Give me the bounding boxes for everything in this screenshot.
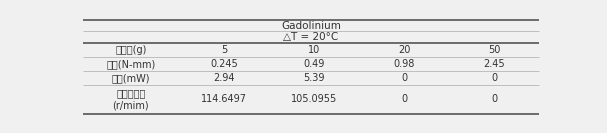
Text: 2.45: 2.45	[483, 59, 505, 69]
Text: △T = 20°C: △T = 20°C	[283, 32, 339, 42]
Text: 0: 0	[401, 94, 407, 104]
Text: 0: 0	[491, 94, 497, 104]
Text: 5.39: 5.39	[303, 73, 325, 83]
Text: 0: 0	[401, 73, 407, 83]
Text: 추질량(g): 추질량(g)	[115, 45, 146, 55]
Text: 50: 50	[488, 45, 500, 55]
Text: 5: 5	[221, 45, 227, 55]
Text: 0: 0	[491, 73, 497, 83]
Text: 0.245: 0.245	[210, 59, 238, 69]
Text: Gadolinium: Gadolinium	[281, 21, 341, 31]
Text: 114.6497: 114.6497	[201, 94, 247, 104]
Text: 0.98: 0.98	[393, 59, 415, 69]
Text: 10: 10	[308, 45, 320, 55]
Text: 줄력(mW): 줄력(mW)	[112, 73, 150, 83]
Text: 105.0955: 105.0955	[291, 94, 337, 104]
Text: 토르(N-mm): 토르(N-mm)	[106, 59, 155, 69]
Text: 2.94: 2.94	[213, 73, 234, 83]
Text: 0.49: 0.49	[304, 59, 325, 69]
Text: 20: 20	[398, 45, 410, 55]
Text: 분당회전수
(r/mim): 분당회전수 (r/mim)	[112, 89, 149, 110]
